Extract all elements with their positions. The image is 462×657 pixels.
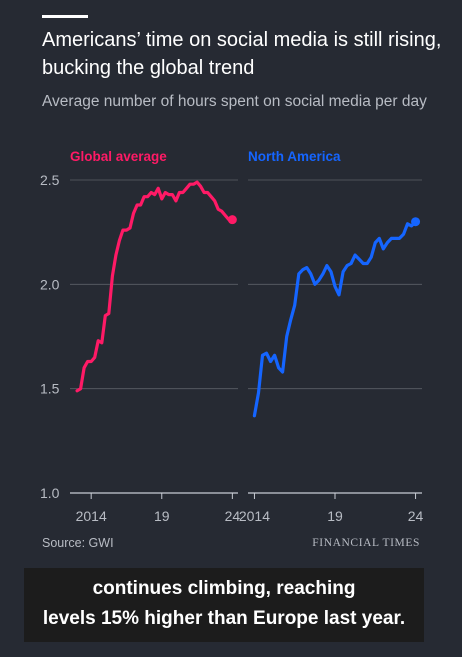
page-title: Americans’ time on social media is still… (42, 29, 442, 79)
page-subtitle: Average number of hours spent on social … (42, 93, 427, 110)
caption-line-1: continues climbing, reaching (92, 578, 356, 599)
x-tick-label: 2014 (239, 508, 270, 524)
end-point-global-average (227, 215, 237, 225)
caption-line-2: levels 15% higher than Europe last year. (42, 608, 406, 629)
source-note: Source: GWI (42, 536, 114, 550)
y-tick-label: 2.5 (40, 172, 60, 188)
legend-global-average: Global average (70, 149, 167, 164)
x-tick-label: 19 (154, 508, 170, 524)
chart-area: 1.0 1.5 2.0 2.5 2014 19 24 Global average 2014 19… (40, 149, 424, 524)
x-tick-label: 24 (225, 508, 241, 524)
publisher-logo: FINANCIAL TIMES (312, 537, 420, 549)
series-line-global-average (75, 180, 234, 393)
x-tick-label: 19 (327, 508, 343, 524)
x-tick-label: 2014 (76, 508, 107, 524)
series-line-north-america (252, 220, 418, 418)
legend-north-america: North America (248, 149, 341, 164)
x-tick-label: 24 (408, 508, 424, 524)
header-rule (42, 15, 88, 18)
y-tick-label: 1.5 (40, 381, 60, 397)
y-tick-label: 1.0 (40, 485, 60, 501)
end-point-north-america (411, 217, 421, 227)
y-tick-label: 2.0 (40, 276, 60, 292)
video-caption: continues climbing, reaching levels 15% … (24, 568, 424, 642)
